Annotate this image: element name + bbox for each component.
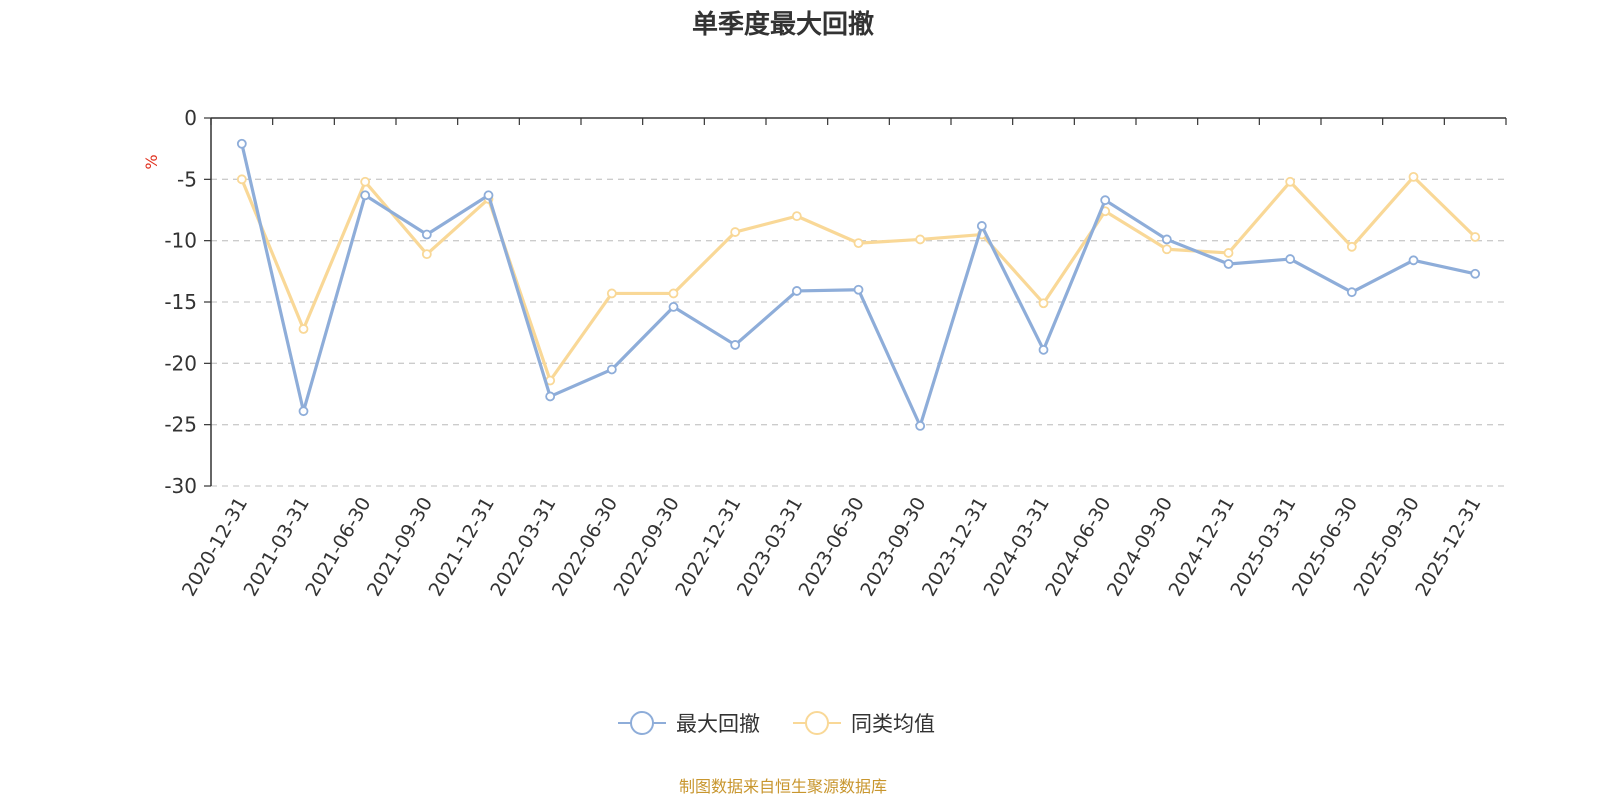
data-point[interactable] [1346,287,1357,298]
x-tick-label: 2022-06-30 [548,494,622,601]
x-tick-label: 2024-12-31 [1165,494,1239,601]
data-point[interactable] [360,176,371,187]
data-point[interactable] [1285,176,1296,187]
source-note: 制图数据来自恒生聚源数据库 [679,777,887,796]
x-tick-label: 2021-09-30 [363,494,437,601]
data-point[interactable] [483,190,494,201]
x-tick-label: 2023-06-30 [795,494,869,601]
x-tick-label: 2024-03-31 [980,494,1054,601]
x-tick-label: 2022-03-31 [486,494,560,601]
x-tick-label: 2022-09-30 [610,494,684,601]
data-point[interactable] [791,286,802,296]
data-point[interactable] [915,420,926,431]
x-axis-ticks: 2020-12-312021-03-312021-06-302021-09-30… [178,118,1507,601]
x-tick-label: 2021-12-31 [425,494,499,601]
y-tick-label: 0 [184,106,197,130]
grid-lines [211,178,1506,487]
series-line [240,175,1477,383]
y-tick-label: -30 [164,474,197,498]
data-point[interactable] [545,391,556,402]
data-point[interactable] [1408,255,1419,266]
y-axis-unit: % [142,154,161,169]
y-tick-label: -15 [164,290,197,314]
data-point[interactable] [668,288,679,299]
data-point[interactable] [298,324,309,334]
y-tick-label: -25 [164,413,197,437]
data-point[interactable] [236,138,247,149]
data-point[interactable] [853,238,864,249]
x-tick-label: 2024-09-30 [1103,494,1177,601]
data-point[interactable] [360,190,371,201]
data-point[interactable] [976,221,987,231]
data-point[interactable] [1038,344,1049,355]
x-tick-label: 2024-06-30 [1041,494,1115,601]
data-point[interactable] [1408,171,1419,182]
data-point[interactable] [1100,195,1111,206]
data-point[interactable] [730,227,741,237]
data-point[interactable] [853,284,864,295]
x-tick-label: 2025-09-30 [1350,494,1424,601]
x-tick-label: 2022-12-31 [671,494,745,601]
x-tick-label: 2025-06-30 [1288,494,1362,601]
legend[interactable]: 最大回撤 同类均值 [618,711,935,736]
data-point[interactable] [730,340,741,350]
legend-marker-icon [805,711,829,735]
data-point[interactable] [606,364,617,375]
data-point[interactable] [421,249,432,260]
legend-item-0[interactable]: 最大回撤 [618,711,760,736]
x-tick-label: 2025-03-31 [1226,494,1300,601]
data-point[interactable] [1223,248,1234,258]
legend-label: 最大回撤 [676,712,760,736]
series-1 [236,171,1481,386]
x-tick-label: 2020-12-31 [178,494,252,601]
data-point[interactable] [1161,244,1172,255]
data-point[interactable] [606,288,617,299]
data-point[interactable] [1038,298,1049,309]
data-point[interactable] [1223,259,1234,269]
x-tick-label: 2023-03-31 [733,494,807,601]
legend-marker-icon [630,711,654,735]
data-point[interactable] [1346,241,1357,252]
data-point[interactable] [1470,268,1481,279]
data-point[interactable] [1161,234,1172,245]
y-tick-label: -5 [177,167,197,191]
series-group [236,138,1481,431]
x-tick-label: 2023-12-31 [918,493,992,600]
data-point[interactable] [298,406,309,417]
x-tick-label: 2021-03-31 [240,494,314,601]
series-0 [236,138,1481,431]
y-axis-ticks: 0 -5 -10 -15 -20 -25 -30 [164,106,211,498]
x-tick-label: 2025-12-31 [1411,494,1485,601]
y-tick-label: -20 [164,351,197,375]
x-tick-label: 2021-06-30 [301,494,375,601]
data-point[interactable] [1470,232,1481,242]
data-point[interactable] [236,174,247,185]
legend-label: 同类均值 [851,712,935,736]
x-tick-label: 2023-09-30 [856,494,930,601]
y-tick-label: -10 [164,229,197,253]
data-point[interactable] [421,229,432,240]
data-point[interactable] [915,234,926,245]
data-point[interactable] [668,302,679,312]
data-point[interactable] [1285,254,1296,264]
legend-item-1[interactable]: 同类均值 [793,711,935,736]
data-point[interactable] [791,211,802,222]
chart-title: 单季度最大回撤 [692,9,874,40]
